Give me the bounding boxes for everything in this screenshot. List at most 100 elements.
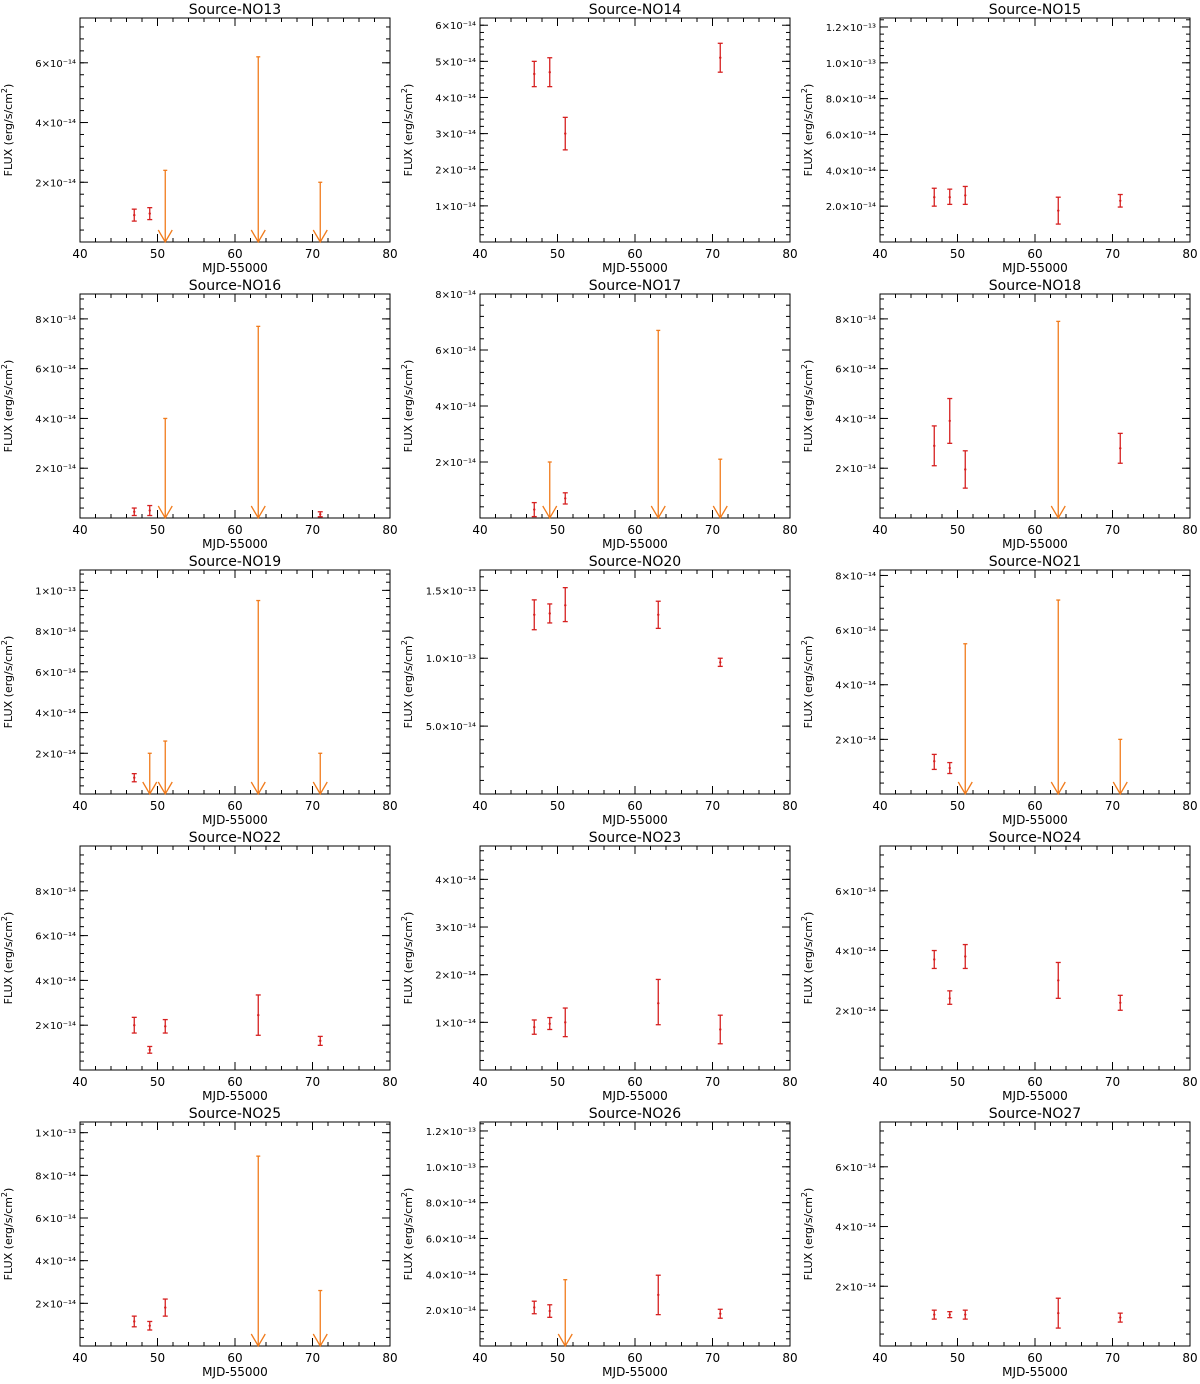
y-tick-label: 8×10⁻¹⁴ xyxy=(835,315,876,326)
y-tick-label: 4×10⁻¹⁴ xyxy=(35,119,76,130)
data-point xyxy=(148,1048,151,1052)
y-tick-label: 1×10⁻¹³ xyxy=(35,1129,76,1140)
x-tick-label: 60 xyxy=(627,1351,642,1365)
chart-panel-11: 40 50 60 70 80 1×10⁻¹⁴ 2×10⁻¹⁴ 3×10⁻¹⁴ 4×10⁻¹⁴ So… xyxy=(400,830,798,1103)
x-tick-label: 70 xyxy=(705,1351,720,1365)
data-point xyxy=(319,513,322,516)
x-tick-label: 60 xyxy=(627,247,642,261)
y-tick-label: 5×10⁻¹⁴ xyxy=(435,57,476,68)
x-axis-label: MJD-55000 xyxy=(202,813,268,827)
upper-limit-arrow xyxy=(957,781,973,796)
x-tick-label: 40 xyxy=(872,1351,887,1365)
x-tick-label: 80 xyxy=(382,247,397,261)
data-point xyxy=(164,1025,167,1028)
data-point xyxy=(657,1002,660,1005)
x-tick-label: 60 xyxy=(627,1075,642,1089)
y-axis-label-close: ) xyxy=(2,912,15,916)
upper-limit-arrow xyxy=(1112,781,1128,796)
y-axis-label-text: FLUX (erg/s/cm xyxy=(402,645,415,728)
plot-frame xyxy=(79,293,391,519)
plot-area: 40 50 60 70 80 2×10⁻¹⁴ 4×10⁻¹⁴ 6×10⁻¹⁴ Source-NO… xyxy=(800,830,1198,1103)
y-tick-label: 6×10⁻¹⁴ xyxy=(835,1163,876,1174)
y-axis-label-close: ) xyxy=(402,360,415,364)
x-tick-label: 70 xyxy=(305,1075,320,1089)
x-tick-label: 60 xyxy=(1027,1075,1042,1089)
data-point xyxy=(964,1313,967,1316)
y-axis-label-close: ) xyxy=(802,1188,815,1192)
x-tick-label: 70 xyxy=(1105,799,1120,813)
y-axis-label-close: ) xyxy=(802,636,815,640)
upper-limit-arrow xyxy=(557,1333,573,1348)
y-axis-label-text: FLUX (erg/s/cm xyxy=(802,921,815,1004)
x-tick-label: 60 xyxy=(227,1075,242,1089)
data-point xyxy=(948,196,951,199)
x-tick-label: 70 xyxy=(705,523,720,537)
y-axis-label-superscript: 2 xyxy=(800,364,809,369)
data-point xyxy=(933,1313,936,1316)
chart-title: Source-NO20 xyxy=(589,554,681,570)
upper-limit-arrow xyxy=(1050,781,1066,796)
y-tick-label: 1.2×10⁻¹³ xyxy=(426,1127,476,1138)
y-tick-label: 8.0×10⁻¹⁴ xyxy=(426,1199,476,1210)
x-tick-label: 40 xyxy=(472,1351,487,1365)
data-point xyxy=(564,132,567,135)
y-tick-label: 6×10⁻¹⁴ xyxy=(435,346,476,357)
plot-frame xyxy=(79,569,391,795)
data-point xyxy=(1119,1316,1122,1319)
plot-area: 40 50 60 70 80 5.0×10⁻¹⁴ 1.0×10⁻¹³ 1.5×10⁻¹³ Sou… xyxy=(400,554,798,827)
y-axis-label-close: ) xyxy=(2,360,15,364)
plot-frame xyxy=(879,17,1191,243)
y-axis-label: FLUX (erg/s/cm2) xyxy=(0,84,15,177)
chart-title: Source-NO13 xyxy=(189,2,281,18)
plot-frame xyxy=(879,569,1191,795)
y-tick-label: 8×10⁻¹⁴ xyxy=(435,290,476,301)
data-point xyxy=(564,497,567,500)
chart-title: Source-NO26 xyxy=(589,1106,682,1122)
x-tick-label: 60 xyxy=(627,799,642,813)
chart-title: Source-NO16 xyxy=(189,278,282,294)
y-axis-label-superscript: 2 xyxy=(800,916,809,921)
y-tick-label: 3×10⁻¹⁴ xyxy=(435,130,476,141)
plot-frame xyxy=(79,845,391,1071)
y-tick-label: 4×10⁻¹⁴ xyxy=(435,402,476,413)
data-point xyxy=(1057,209,1060,212)
x-tick-label: 60 xyxy=(227,1351,242,1365)
data-point xyxy=(148,509,151,512)
y-axis-label-text: FLUX (erg/s/cm xyxy=(402,1197,415,1280)
data-point xyxy=(133,213,136,217)
plot-area: 40 50 60 70 80 1×10⁻¹⁴ 2×10⁻¹⁴ 3×10⁻¹⁴ 4×10⁻¹⁴ So… xyxy=(400,830,798,1103)
upper-limit-arrow xyxy=(250,505,266,520)
data-point xyxy=(1119,199,1122,202)
x-tick-label: 70 xyxy=(1105,1075,1120,1089)
y-tick-label: 5.0×10⁻¹⁴ xyxy=(426,722,476,733)
x-axis-label: MJD-55000 xyxy=(1002,1089,1068,1103)
y-tick-label: 2×10⁻¹⁴ xyxy=(835,1282,876,1293)
x-tick-label: 80 xyxy=(1182,1075,1197,1089)
plot-frame xyxy=(479,569,791,795)
y-tick-label: 6.0×10⁻¹⁴ xyxy=(826,130,876,141)
y-axis-label-group: FLUX (erg/s/cm2) xyxy=(800,912,815,1005)
chart-title: Source-NO27 xyxy=(989,1106,1081,1122)
data-point xyxy=(164,1306,167,1309)
y-axis-label-superscript: 2 xyxy=(0,1192,9,1197)
y-tick-label: 2×10⁻¹⁴ xyxy=(435,458,476,469)
x-tick-label: 70 xyxy=(705,247,720,261)
y-axis-label-group: FLUX (erg/s/cm2) xyxy=(800,360,815,453)
y-tick-label: 2×10⁻¹⁴ xyxy=(435,971,476,982)
chart-panel-6: 40 50 60 70 80 2×10⁻¹⁴ 4×10⁻¹⁴ 6×10⁻¹⁴ 8×10⁻¹⁴ So… xyxy=(800,278,1198,551)
x-tick-label: 40 xyxy=(72,799,87,813)
x-tick-label: 70 xyxy=(1105,523,1120,537)
plot-frame xyxy=(479,1121,791,1347)
y-tick-label: 2.0×10⁻¹⁴ xyxy=(826,202,876,213)
plot-area: 40 50 60 70 80 2×10⁻¹⁴ 4×10⁻¹⁴ 6×10⁻¹⁴ 8×10⁻¹⁴ So… xyxy=(0,830,398,1103)
y-tick-label: 4×10⁻¹⁴ xyxy=(435,875,476,886)
x-tick-label: 70 xyxy=(1105,1351,1120,1365)
y-axis-label-close: ) xyxy=(802,84,815,88)
chart-title: Source-NO19 xyxy=(189,554,281,570)
chart-panel-7: 40 50 60 70 80 2×10⁻¹⁴ 4×10⁻¹⁴ 6×10⁻¹⁴ 8×10⁻¹⁴ 1×… xyxy=(0,554,398,827)
data-point xyxy=(964,468,967,471)
y-axis-label: FLUX (erg/s/cm2) xyxy=(400,360,415,453)
upper-limit-arrow xyxy=(712,505,728,520)
x-tick-label: 50 xyxy=(950,247,965,261)
x-tick-label: 70 xyxy=(305,799,320,813)
